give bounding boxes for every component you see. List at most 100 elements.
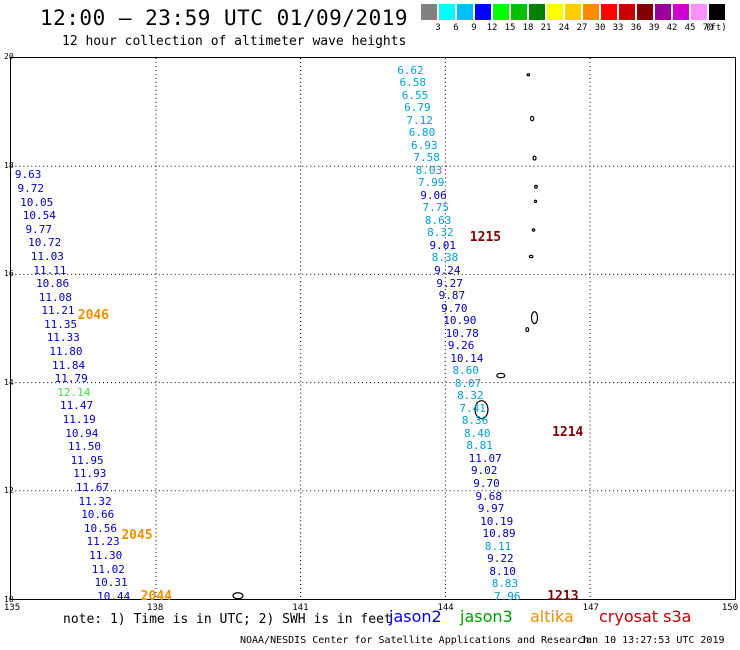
wave-height-marker: 8.63 — [424, 213, 452, 227]
wave-height-marker: 11.08 — [38, 290, 72, 304]
wave-height-marker: 10.44 — [97, 589, 131, 603]
island-outline — [533, 199, 538, 204]
wave-height-marker: 8.10 — [489, 564, 516, 578]
scale-label: 24 — [558, 23, 570, 33]
legend-entry: jason2 — [389, 607, 442, 626]
longitude-tick-label: 138 — [147, 603, 164, 613]
wave-height-marker: 9.24 — [434, 264, 461, 278]
scale-label: 30 — [594, 23, 606, 33]
scale-swatch — [529, 4, 545, 20]
wave-height-marker: 11.07 — [468, 451, 502, 465]
scale-swatch — [673, 4, 689, 20]
latitude-tick-label: 10 — [4, 595, 14, 604]
wave-height-marker: 8.81 — [466, 439, 493, 453]
wave-height-marker: 9.22 — [487, 552, 514, 566]
footer-note: note: 1) Time is in UTC; 2) SWH is in fe… — [63, 612, 392, 627]
pass-time-label: 2044 — [140, 588, 172, 604]
wave-height-marker: 8.83 — [491, 577, 519, 591]
wave-height-marker: 6.58 — [399, 76, 427, 90]
wave-height-marker: 9.01 — [429, 238, 456, 252]
scale-swatch — [493, 4, 509, 20]
longitude-tick-label: 144 — [437, 603, 454, 613]
wave-height-marker: 7.99 — [417, 176, 445, 190]
wave-height-marker: 10.89 — [482, 527, 516, 541]
footer-credit: NOAA/NESDIS Center for Satellite Applica… — [240, 635, 590, 646]
island-outline — [534, 184, 538, 189]
wave-height-marker: 9.97 — [477, 502, 505, 516]
island-outline — [526, 73, 531, 77]
island-outline — [496, 372, 506, 379]
wave-height-marker: 9.70 — [440, 301, 468, 315]
island-outline — [532, 155, 537, 161]
wave-height-marker: 7.12 — [406, 113, 433, 127]
wave-height-marker: 11.30 — [89, 548, 123, 562]
wave-height-marker: 8.38 — [431, 251, 459, 265]
scale-swatch — [601, 4, 617, 20]
wave-height-marker: 9.77 — [25, 222, 52, 236]
wave-height-marker: 9.26 — [447, 339, 475, 353]
scale-label: 33 — [612, 23, 624, 33]
wave-height-marker: 10.56 — [83, 521, 117, 535]
scale-swatch — [511, 4, 527, 20]
scale-label: 6 — [453, 23, 459, 33]
wave-height-marker: 12.14 — [57, 385, 91, 399]
latitude-tick-label: 18 — [4, 160, 14, 170]
wave-height-marker: 6.55 — [401, 88, 429, 102]
wave-height-marker: 10.54 — [22, 209, 56, 223]
footer-timestamp: Jan 10 13:27:53 UTC 2019 — [580, 635, 725, 646]
wave-height-marker: 10.66 — [81, 508, 115, 522]
pass-time-label: 2046 — [77, 308, 110, 323]
wave-height-marker: 9.72 — [17, 181, 44, 195]
pass-time-label: 1213 — [547, 588, 579, 604]
wave-height-marker: 9.27 — [436, 276, 463, 290]
wave-height-marker: 8.40 — [464, 426, 491, 440]
legend-entry: cryosat s3a — [599, 607, 692, 626]
scale-label: 3 — [435, 23, 441, 33]
pass-time-label: 2045 — [121, 528, 153, 544]
scale-swatch — [565, 4, 581, 20]
wave-height-marker: 6.79 — [404, 101, 431, 115]
scale-label: 36 — [630, 23, 642, 33]
latitude-tick-label: 12 — [4, 486, 14, 496]
scale-swatch — [655, 4, 671, 20]
wave-height-marker: 8.36 — [461, 414, 489, 428]
wave-height-marker: 8.32 — [457, 389, 484, 403]
pass-time-label: 1214 — [552, 424, 584, 440]
wave-height-marker: 9.68 — [475, 489, 503, 503]
latitude-tick-label: 14 — [4, 377, 14, 387]
wave-height-marker: 8.11 — [484, 539, 512, 553]
scale-swatch — [475, 4, 491, 20]
latitude-tick-label: 20 — [4, 52, 14, 61]
legend-entry: altika — [530, 607, 574, 626]
wave-height-marker: 8.03 — [415, 163, 443, 177]
scale-label: 70 — [702, 23, 714, 33]
wave-height-marker: 10.86 — [36, 277, 70, 291]
wave-height-marker: 10.14 — [450, 351, 484, 365]
scale-swatch — [619, 4, 635, 20]
scale-label: 45 — [684, 23, 696, 33]
wave-height-marker: 11.23 — [86, 535, 120, 549]
wave-height-marker: 11.03 — [30, 249, 64, 263]
scale-label: 42 — [666, 23, 678, 33]
wave-height-marker: 11.93 — [73, 467, 107, 481]
wave-height-marker: 10.90 — [443, 314, 477, 328]
map-plot — [10, 57, 736, 600]
longitude-tick-label: 147 — [582, 603, 599, 613]
wave-height-marker: 10.94 — [65, 426, 99, 440]
scale-swatch — [691, 4, 707, 20]
wave-height-marker: 11.79 — [54, 372, 88, 386]
wave-height-marker: 7.41 — [459, 401, 486, 415]
scale-label: 12 — [486, 23, 498, 33]
wave-height-marker: 7.75 — [422, 201, 450, 215]
wave-height-marker: 11.32 — [78, 494, 112, 508]
wave-height-marker: 7.96 — [494, 589, 521, 603]
island-outline — [529, 115, 535, 122]
wave-height-marker: 11.67 — [75, 481, 109, 494]
wave-height-marker: 11.80 — [49, 345, 83, 359]
scale-swatch — [583, 4, 599, 20]
wave-height-marker: 11.50 — [67, 440, 102, 454]
island-outline — [474, 400, 489, 420]
scale-swatch — [439, 4, 455, 20]
wave-height-marker: 6.93 — [411, 138, 438, 152]
wave-height-marker: 11.35 — [44, 317, 78, 331]
